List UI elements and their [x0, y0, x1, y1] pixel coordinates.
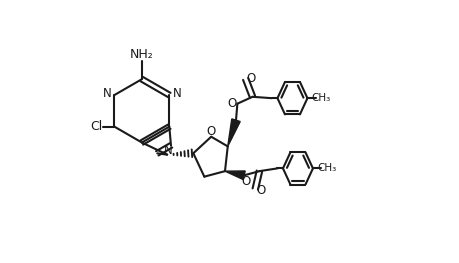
Text: N: N [172, 87, 181, 100]
Polygon shape [227, 119, 240, 146]
Text: O: O [227, 97, 236, 110]
Text: O: O [246, 72, 255, 85]
Text: O: O [241, 175, 250, 188]
Text: O: O [256, 184, 265, 197]
Text: NH₂: NH₂ [130, 48, 153, 61]
Text: CH₃: CH₃ [311, 93, 330, 103]
Text: CH₃: CH₃ [316, 163, 336, 173]
Text: N: N [102, 87, 111, 100]
Text: Cl: Cl [90, 120, 102, 133]
Polygon shape [224, 171, 245, 180]
Text: N: N [164, 144, 173, 157]
Text: O: O [206, 125, 215, 138]
